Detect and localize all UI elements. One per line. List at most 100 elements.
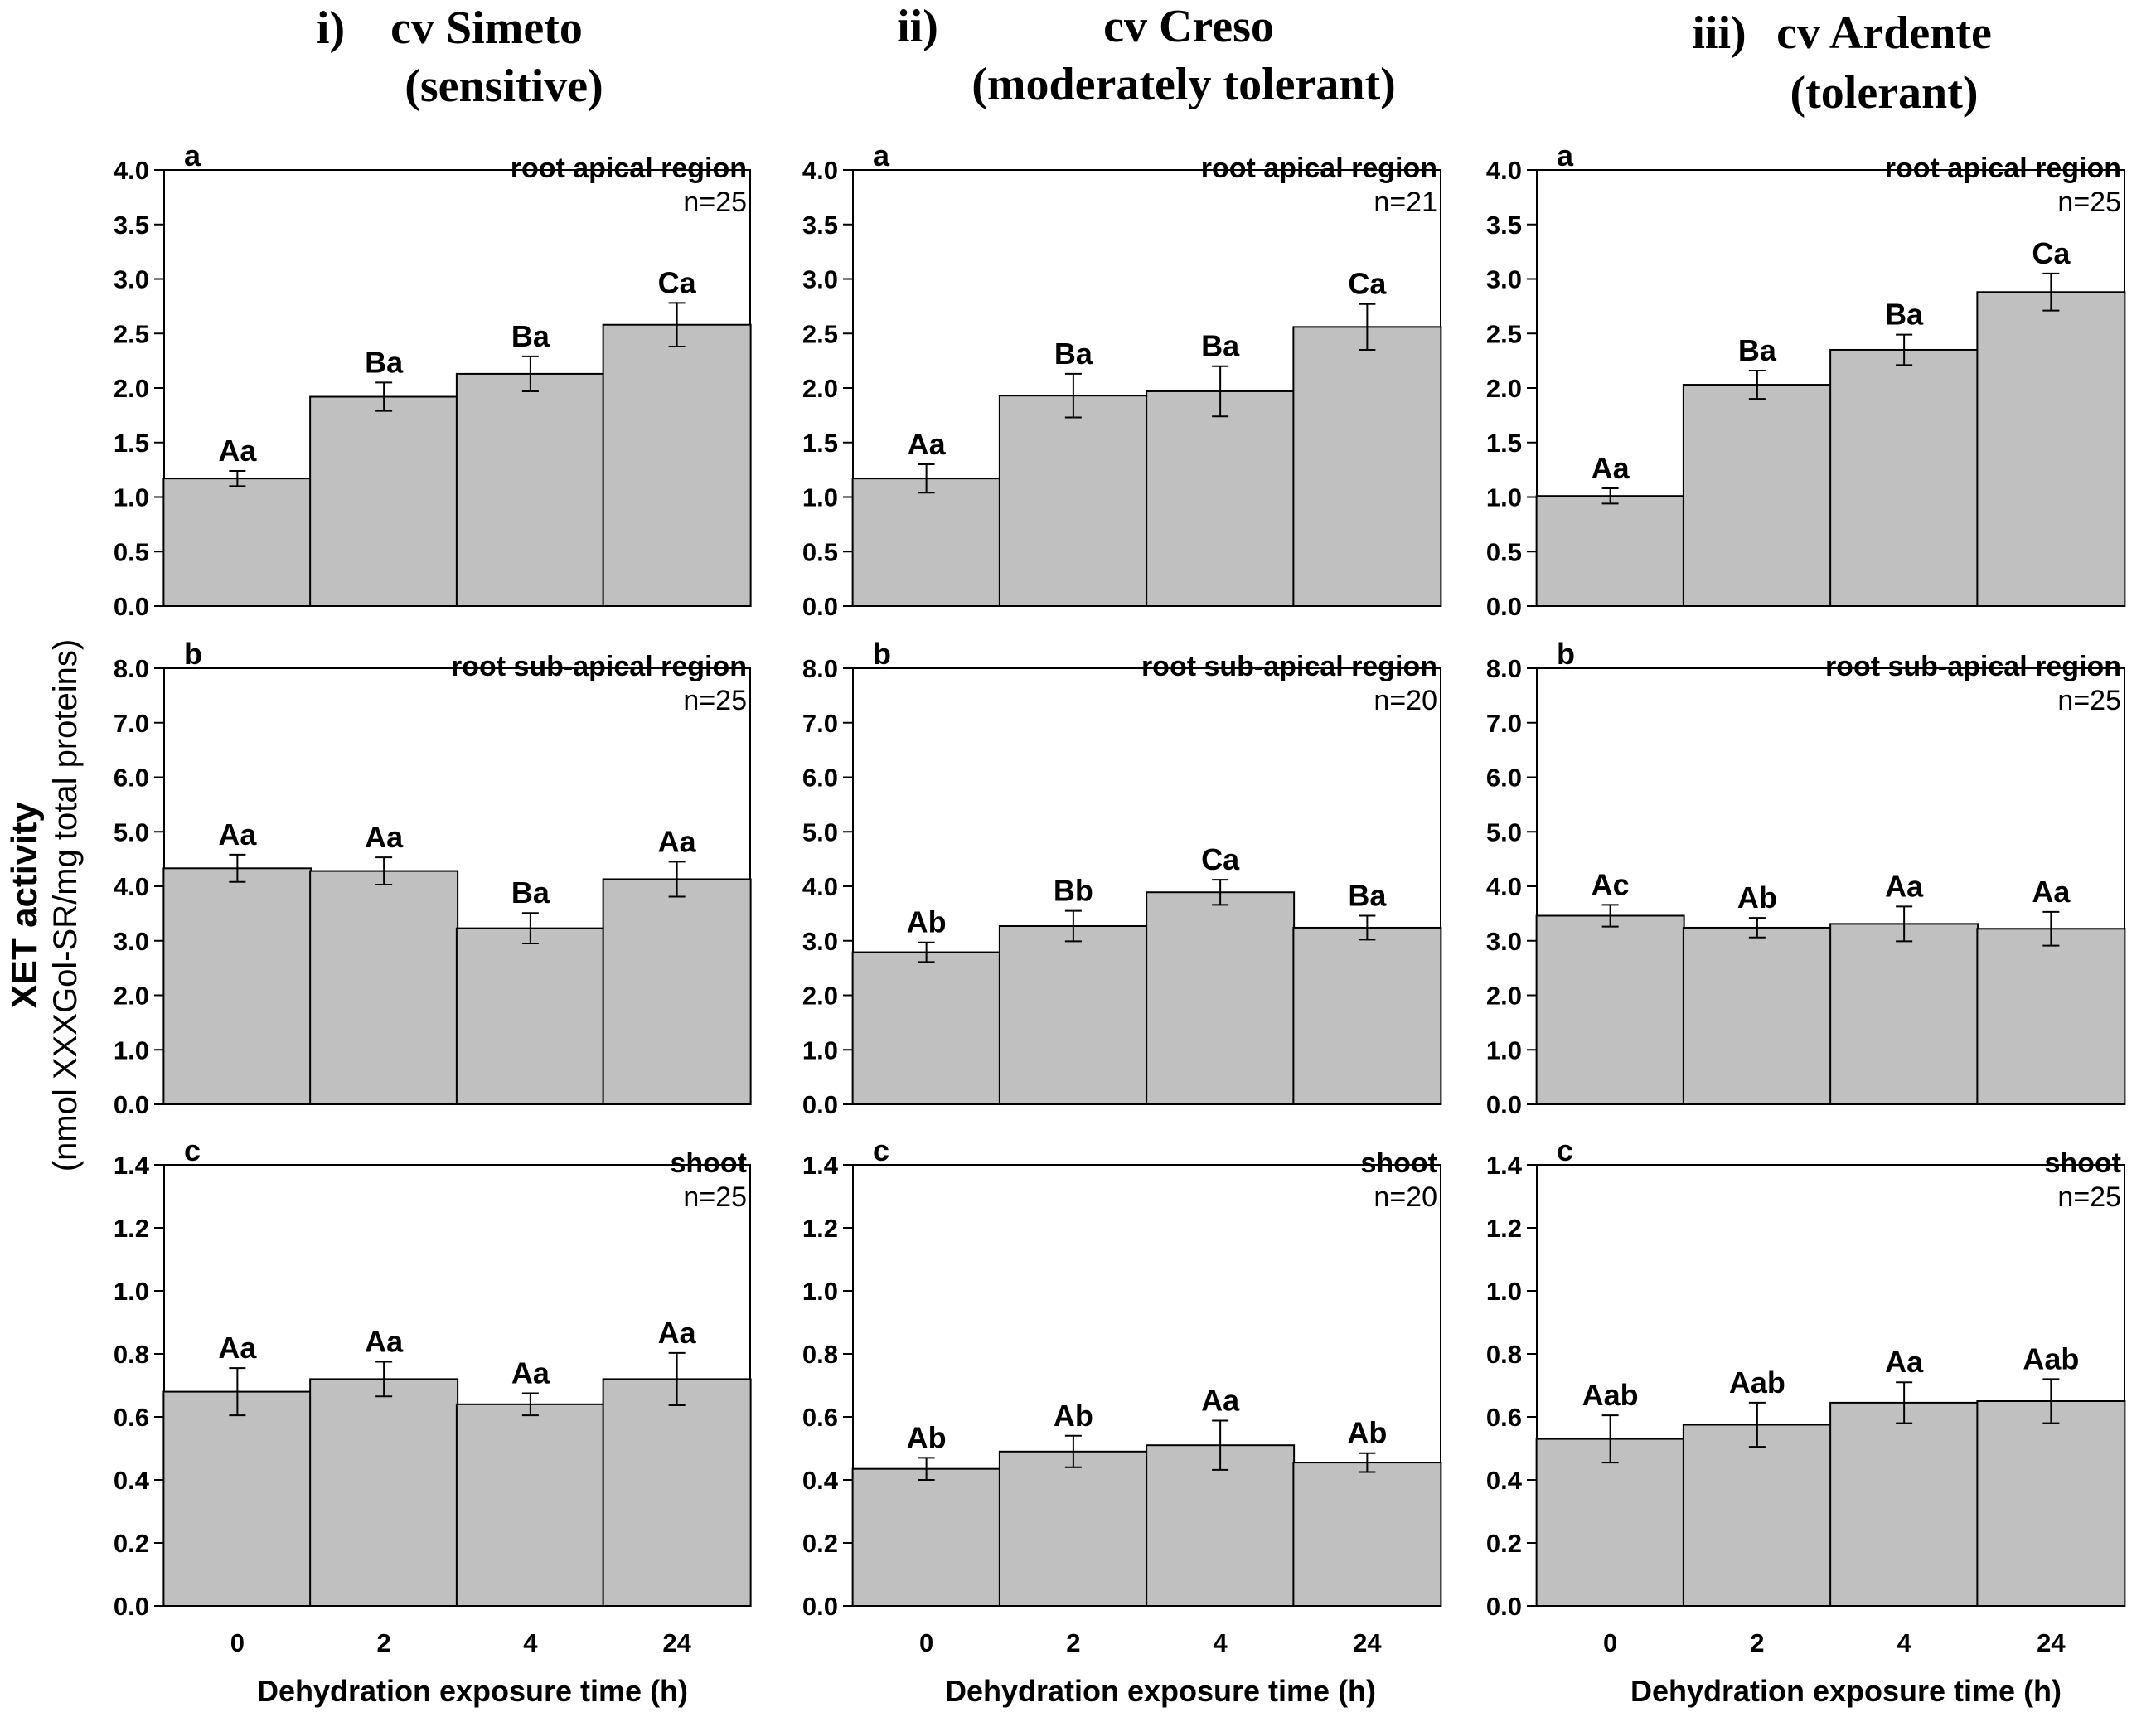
bar [1829,1401,1979,1608]
bar [1829,348,1979,607]
bar [998,924,1148,1106]
y-tick-label: 4.0 [114,872,149,901]
column-heading-1: i) cv Simeto (sensitive) [317,2,603,112]
y-tick-label: 0.0 [1486,592,1522,621]
y-tick-label: 2.0 [1486,982,1522,1011]
bar [455,927,605,1105]
significance-letter: Aa [1592,451,1630,485]
y-tick-label: 7.0 [1486,709,1522,738]
x-tick-label: 0 [230,1628,245,1657]
significance-letter: Ca [658,265,697,299]
y-tick-label: 2.0 [802,374,838,403]
significance-letter: Aa [908,427,947,461]
y-tick-label: 2.0 [1486,374,1522,403]
y-tick-label: 8.0 [802,654,838,683]
panel-letter: a [184,138,201,172]
column-roman: i) [317,2,345,54]
bar [309,870,459,1105]
y-tick-label: 3.0 [1486,927,1522,956]
bar [1535,914,1685,1105]
bar [1292,926,1442,1105]
significance-letter: Aa [1885,1345,1924,1379]
significance-letter: Aab [2023,1341,2079,1375]
region-label: root sub-apical region [1825,651,2121,682]
significance-letter: Ba [365,345,404,379]
column-roman: iii) [1692,7,1746,59]
bar [1292,326,1442,607]
significance-letter: Ab [907,1420,947,1454]
bar [1535,1438,1685,1607]
y-tick-label: 0.0 [802,1090,838,1119]
y-tick-label: 4.0 [1486,872,1522,901]
y-tick-label: 2.0 [802,982,838,1011]
x-tick-label: 0 [919,1628,933,1657]
significance-letter: Ba [1885,298,1924,332]
significance-letter: Ca [2032,236,2071,270]
y-tick-label: 0.0 [1486,1592,1522,1621]
sample-size-label: n=20 [1374,1181,1437,1213]
y-tick-label: 0.2 [114,1529,149,1558]
x-tick-label: 2 [377,1628,391,1657]
x-axis-label-1: Dehydration exposure time (h) [257,1674,688,1708]
bar [1146,891,1296,1106]
bar [455,372,605,607]
y-tick-label: 1.0 [802,1277,838,1306]
y-tick-label: 0.5 [802,537,838,566]
bar [1682,1424,1832,1607]
y-tick-label: 0.8 [114,1340,149,1369]
significance-letter: Aa [365,820,404,854]
y-tick-label: 8.0 [114,654,149,683]
significance-letter: Ca [1348,267,1387,301]
chart-panel-b-1: 0.0 1.0 2.0 3.0 4.0 5.0 6.0 7.0 8.0 b root sub-api… [114,637,752,1119]
chart-panel-a-1: 0.0 0.5 1.0 1.5 2.0 2.5 3.0 3.5 4.0 a root apical … [114,138,752,621]
panel-letter: b [873,637,891,671]
y-tick-label: 5.0 [1486,817,1522,846]
panel-letter: b [1557,637,1575,671]
x-axis-label-2: Dehydration exposure time (h) [945,1674,1376,1708]
significance-letter: Aa [218,817,257,851]
y-tick-label: 2.0 [114,374,149,403]
bar [1682,384,1832,607]
chart-panel-a-3: 0.0 0.5 1.0 1.5 2.0 2.5 3.0 3.5 4.0 a root apical … [1486,138,2126,621]
y-tick-label: 1.0 [114,1036,149,1065]
y-tick-label: 3.0 [802,927,838,956]
y-tick-label: 1.0 [114,1277,149,1306]
y-tick-label: 0.2 [802,1529,838,1558]
y-tick-label: 6.0 [114,764,149,793]
region-label: shoot [2044,1147,2121,1179]
y-tick-label: 0.4 [802,1466,839,1495]
x-tick-label: 24 [1353,1628,1382,1657]
bar [162,1390,312,1607]
column-subtitle: (moderately tolerant) [971,59,1396,110]
y-tick-label: 1.0 [1486,1036,1522,1065]
y-tick-label: 0.0 [802,1592,838,1621]
significance-letter: Ba [1054,337,1093,371]
y-tick-label: 5.0 [114,817,149,846]
panel-letter: a [873,138,890,172]
bar [998,395,1148,607]
significance-letter: Aa [511,1356,550,1390]
bar [1292,1462,1442,1607]
y-tick-label: 0.5 [114,537,149,566]
column-heading-3: iii) cv Ardente (tolerant) [1692,7,1992,119]
significance-letter: Aa [365,1325,404,1359]
bar [1146,390,1296,607]
y-tick-label: 3.0 [114,927,149,956]
x-tick-label: 4 [1214,1628,1228,1657]
y-tick-label: 0.0 [114,592,149,621]
y-tick-label: 1.2 [114,1214,149,1243]
significance-letter: Aa [1201,1384,1240,1418]
y-tick-label: 0.0 [114,1592,149,1621]
column-subtitle: (tolerant) [1790,67,1978,119]
y-tick-label: 1.5 [114,429,149,458]
column-roman: ii) [897,1,938,52]
y-tick-label: 0.0 [114,1090,149,1119]
y-tick-label: 0.2 [1486,1529,1522,1558]
y-tick-label: 1.2 [802,1214,838,1243]
x-tick-label: 4 [523,1628,538,1657]
y-tick-label: 8.0 [1486,654,1522,683]
y-tick-label: 5.0 [802,817,838,846]
